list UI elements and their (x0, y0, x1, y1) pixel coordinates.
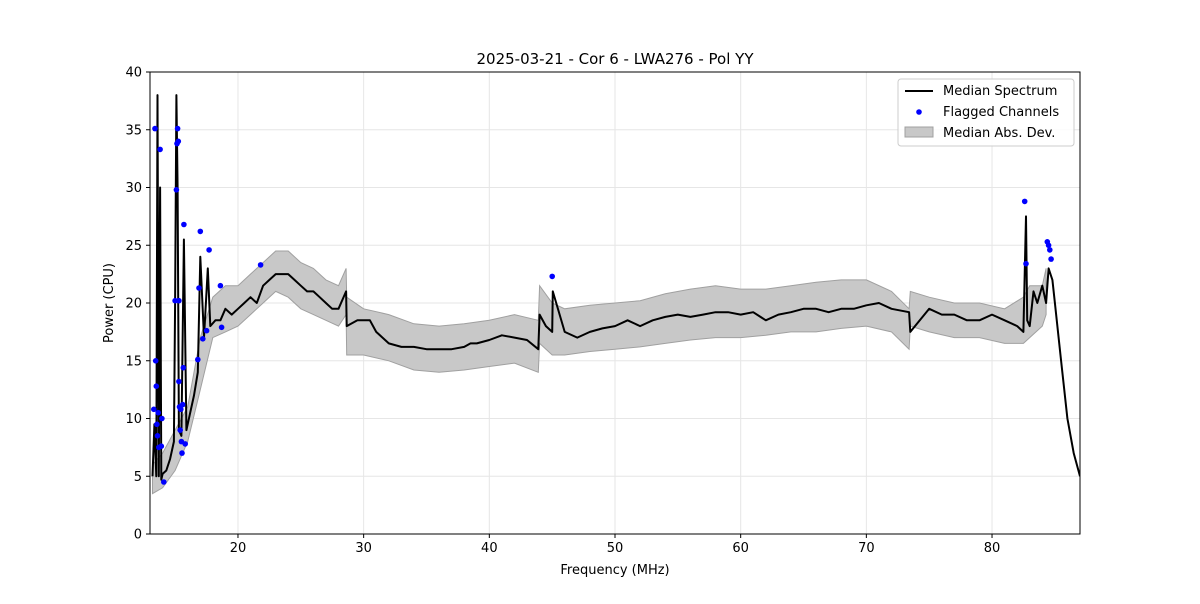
x-axis-label: Frequency (MHz) (560, 563, 669, 578)
mad-band-layer (152, 250, 1047, 495)
chart-title: 2025-03-21 - Cor 6 - LWA276 - Pol YY (477, 50, 755, 68)
flagged-channel-point (218, 324, 225, 331)
y-tick-label: 20 (125, 297, 142, 312)
flagged-channel-point (197, 228, 204, 235)
flagged-channel-point (157, 146, 163, 153)
y-tick-label: 35 (125, 123, 142, 138)
flagged-channel-point (1045, 242, 1052, 249)
flagged-channel-point (182, 441, 188, 447)
legend-box (897, 78, 1075, 147)
flagged-channel-point (203, 327, 210, 334)
flagged-channel-point (180, 364, 187, 371)
flagged-channel-point (174, 125, 181, 132)
flagged-channel-point (151, 406, 157, 413)
flagged-channel-point (1047, 247, 1053, 253)
flagged-channel-point (152, 125, 158, 132)
flagged-channel-point (173, 187, 180, 193)
flagged-channel-point (179, 450, 185, 456)
x-tick-label: 50 (607, 541, 624, 556)
flagged-channel-point (257, 262, 264, 268)
flagged-channel-point (178, 406, 184, 413)
flagged-channel-point (159, 415, 165, 422)
flagged-channel-point (154, 433, 161, 439)
legend-mad-swatch (904, 126, 934, 138)
y-tick-label: 10 (125, 412, 142, 427)
median-spectrum-line (151, 94, 1080, 481)
flagged-channel-point (177, 427, 183, 433)
flagged-channel-point (196, 285, 202, 291)
flagged-points-layer (151, 125, 1054, 485)
legend: Median Spectrum Flagged Channels Median … (897, 78, 1075, 147)
flagged-channel-point (549, 273, 555, 280)
y-axis-label: Power (CPU) (102, 263, 117, 343)
x-tick-label: 60 (732, 541, 749, 556)
mad-band (152, 250, 1047, 495)
flagged-channel-point (200, 336, 206, 342)
flagged-channel-point (179, 401, 186, 408)
flagged-channel-point (175, 138, 182, 145)
y-tick-label: 40 (125, 66, 142, 81)
flagged-channel-point (181, 221, 187, 228)
tick-layer: 20 30 40 50 60 70 80 0 5 10 15 20 25 30 35 40 (125, 66, 1000, 557)
flagged-channel-point (176, 378, 182, 385)
flagged-channel-point (152, 358, 159, 364)
flagged-channel-point (161, 479, 167, 485)
y-tick-label: 0 (134, 528, 142, 543)
flagged-channel-point (176, 297, 182, 304)
flagged-channel-point (153, 383, 160, 390)
flagged-channel-point (158, 443, 165, 450)
flagged-channel-point (154, 421, 160, 428)
flagged-channel-point (1021, 198, 1028, 205)
x-tick-label: 40 (481, 541, 498, 556)
y-tick-label: 15 (125, 354, 142, 369)
x-tick-label: 30 (355, 541, 372, 556)
legend-mad-label: Median Abs. Dev. (943, 126, 1055, 141)
flagged-channel-point (206, 247, 212, 253)
y-tick-label: 5 (134, 470, 142, 485)
legend-flagged-label: Flagged Channels (943, 105, 1059, 120)
flagged-channel-point (155, 409, 161, 416)
x-tick-label: 20 (230, 541, 247, 556)
flagged-channel-point (217, 282, 224, 289)
flagged-channel-point (195, 356, 201, 363)
legend-median-label: Median Spectrum (943, 84, 1057, 99)
legend-flagged-swatch (916, 109, 922, 115)
flagged-channel-point (1023, 260, 1029, 267)
x-tick-label: 80 (984, 541, 1001, 556)
x-tick-label: 70 (858, 541, 875, 556)
median-line-layer (151, 94, 1080, 481)
flagged-channel-point (1048, 256, 1054, 262)
y-tick-label: 25 (125, 239, 142, 254)
y-tick-label: 30 (125, 181, 142, 196)
